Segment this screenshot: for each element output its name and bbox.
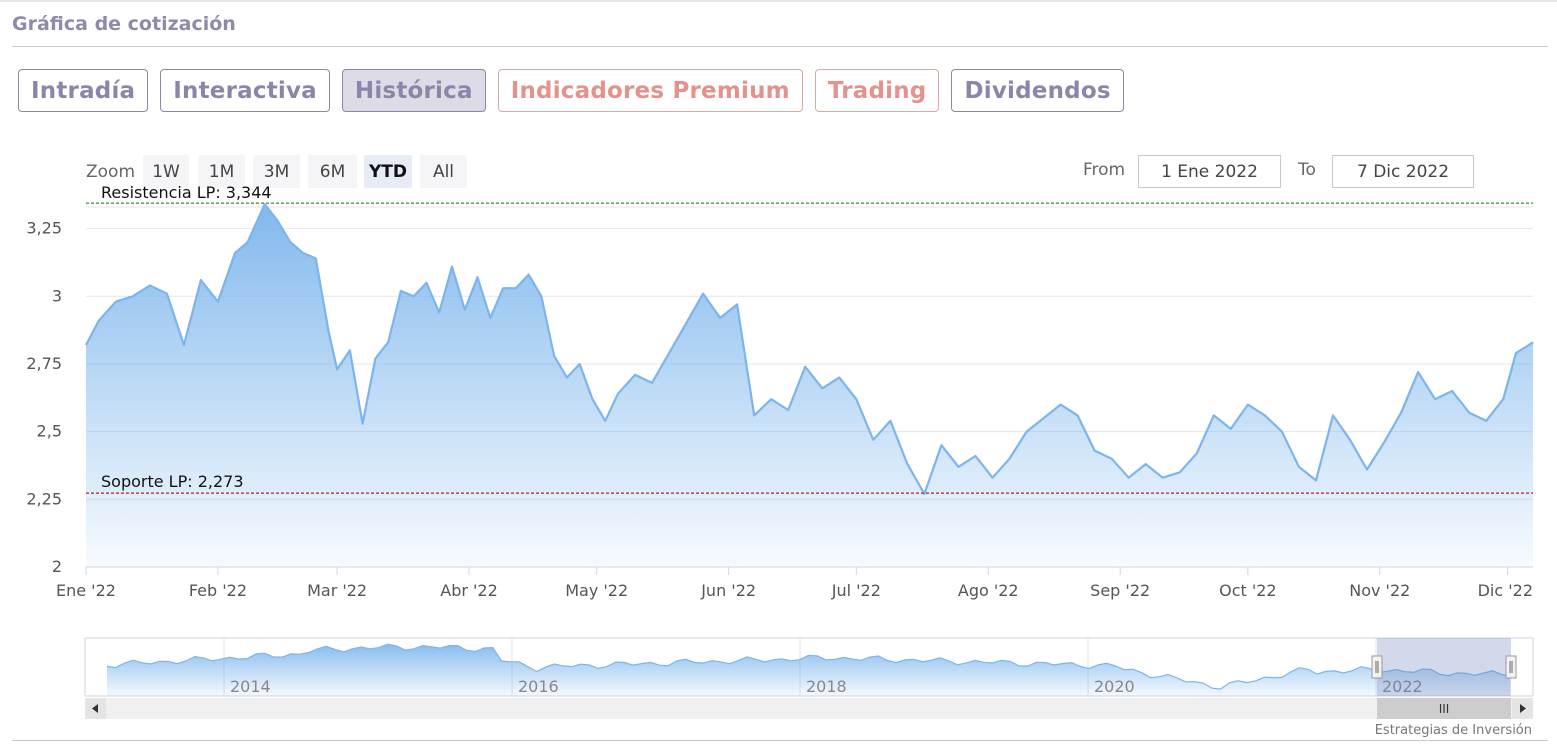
y-tick-label: 3,25 bbox=[26, 219, 62, 238]
x-tick-label: Feb '22 bbox=[189, 581, 247, 600]
x-tick-label: Mar '22 bbox=[307, 581, 367, 600]
scrollbar-track[interactable] bbox=[85, 698, 1533, 719]
x-tick-label: Nov '22 bbox=[1349, 581, 1410, 600]
credits-text: Estrategias de Inversión bbox=[1375, 723, 1532, 738]
x-tick-label: Ago '22 bbox=[958, 581, 1019, 600]
zoom-3m-button[interactable]: 3M bbox=[253, 155, 300, 188]
navigator-left-handle[interactable] bbox=[1371, 655, 1383, 679]
y-tick-label: 3 bbox=[52, 286, 62, 305]
scrollbar[interactable]: III bbox=[85, 698, 1533, 719]
x-tick-label: Jul '22 bbox=[831, 581, 881, 600]
zoom-all-button[interactable]: All bbox=[420, 155, 467, 188]
scrollbar-grip: III bbox=[1439, 702, 1450, 716]
zoom-label: Zoom bbox=[86, 162, 136, 182]
x-tick-label: Ene '22 bbox=[56, 581, 116, 600]
navigator[interactable]: 2014 2016 2018 2020 2022 bbox=[84, 637, 1534, 697]
tab-dividendos[interactable]: Dividendos bbox=[951, 69, 1124, 112]
tab-intradia[interactable]: Intradía bbox=[18, 69, 149, 112]
x-tick-label: Abr '22 bbox=[440, 581, 498, 600]
y-tick-label: 2,75 bbox=[26, 354, 62, 373]
navigator-frame bbox=[84, 637, 1534, 697]
y-tick-label: 2,25 bbox=[26, 489, 62, 508]
scroll-right-button[interactable] bbox=[1512, 698, 1533, 719]
navigator-year-label: 2018 bbox=[806, 677, 847, 696]
title-divider bbox=[12, 46, 1548, 47]
navigator-area bbox=[107, 644, 1510, 696]
chart-tabs: Intradía Interactiva Histórica Indicador… bbox=[18, 69, 1124, 112]
navigator-selection[interactable] bbox=[1377, 638, 1511, 696]
navigator-right-handle[interactable] bbox=[1505, 655, 1517, 679]
scrollbar-thumb[interactable] bbox=[1377, 698, 1511, 719]
triangle-right-icon bbox=[1520, 704, 1526, 713]
y-tick-label: 2 bbox=[52, 557, 62, 576]
navigator-year-label: 2016 bbox=[518, 677, 559, 696]
navigator-year-label: 2020 bbox=[1094, 677, 1135, 696]
zoom-1w-button[interactable]: 1W bbox=[143, 155, 189, 188]
zoom-ytd-button[interactable]: YTD bbox=[364, 155, 412, 188]
from-label: From bbox=[1083, 160, 1126, 180]
x-tick-label: Jun '22 bbox=[700, 581, 756, 600]
to-label: To bbox=[1298, 160, 1316, 180]
y-tick-label: 2,5 bbox=[37, 422, 62, 441]
to-date-input[interactable]: 7 Dic 2022 bbox=[1332, 155, 1474, 188]
tab-trading[interactable]: Trading bbox=[814, 69, 940, 112]
tab-indicadores-premium[interactable]: Indicadores Premium bbox=[497, 69, 803, 112]
support-label: Soporte LP: 2,273 bbox=[101, 472, 244, 491]
x-tick-label: Dic '22 bbox=[1478, 581, 1533, 600]
zoom-6m-button[interactable]: 6M bbox=[308, 155, 357, 188]
x-tick-label: Sep '22 bbox=[1090, 581, 1150, 600]
tab-interactiva[interactable]: Interactiva bbox=[160, 69, 330, 112]
section-title: Gráfica de cotización bbox=[12, 13, 236, 35]
top-border bbox=[0, 0, 1557, 2]
tab-historica[interactable]: Histórica bbox=[341, 69, 486, 112]
navigator-year-label: 2014 bbox=[230, 677, 271, 696]
bottom-divider bbox=[12, 740, 1548, 741]
navigator-line bbox=[106, 643, 1511, 690]
price-line bbox=[85, 203, 1534, 495]
from-date-input[interactable]: 1 Ene 2022 bbox=[1138, 155, 1281, 188]
scroll-left-button[interactable] bbox=[85, 698, 106, 719]
price-area bbox=[86, 204, 1533, 567]
zoom-1m-button[interactable]: 1M bbox=[198, 155, 245, 188]
x-tick-label: May '22 bbox=[565, 581, 628, 600]
triangle-left-icon bbox=[92, 704, 98, 713]
navigator-year-label: 2022 bbox=[1382, 677, 1423, 696]
x-tick-label: Oct '22 bbox=[1219, 581, 1277, 600]
